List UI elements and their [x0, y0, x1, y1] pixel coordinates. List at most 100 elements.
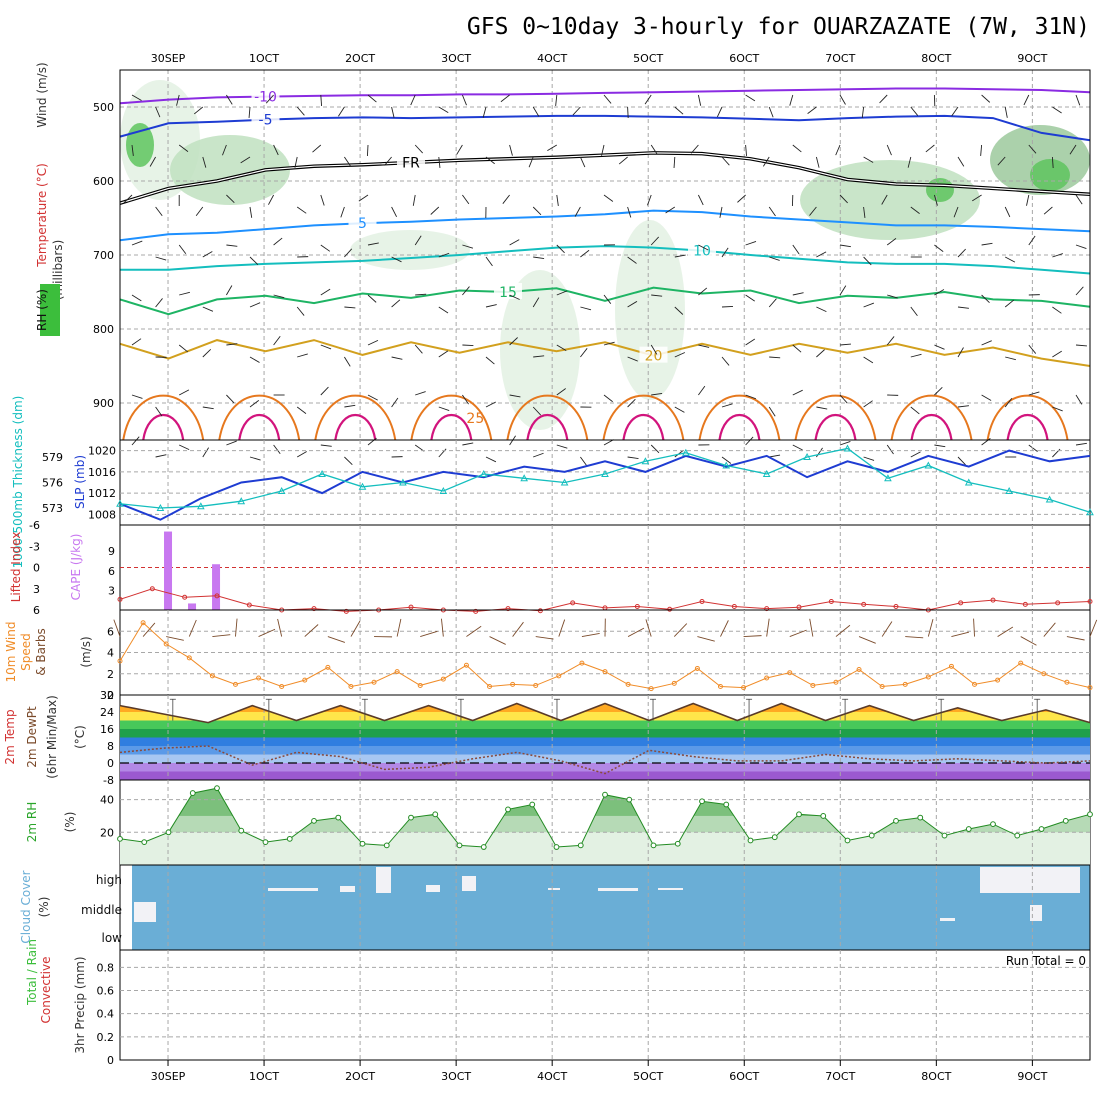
wind-barb — [367, 339, 379, 346]
rh-shading — [926, 178, 954, 202]
wind-barb — [320, 344, 332, 350]
isotherm-25-lobe — [794, 394, 877, 441]
wind-barb — [957, 248, 966, 258]
wind-barb — [792, 292, 804, 296]
pressure-tick: 700 — [93, 249, 114, 262]
wind-barb — [721, 356, 730, 366]
ylabel-line: Convective — [39, 957, 53, 1024]
lifted-index-marker — [246, 602, 252, 608]
wind-barb — [131, 338, 142, 346]
wind-barb — [863, 302, 875, 308]
isotherm-label-bg — [397, 153, 425, 170]
wind-barb — [1052, 350, 1062, 358]
wind-barb — [981, 294, 990, 303]
wind-barb — [294, 156, 298, 168]
precip-panel-frame — [119, 949, 1091, 1061]
surface-wind-barb — [258, 628, 276, 637]
wind-barb — [839, 394, 848, 404]
isotherm-freezing-inner — [119, 152, 1091, 204]
thickness-marker — [884, 474, 892, 482]
rh-marker — [796, 811, 802, 818]
x-day-label-bottom: 8OCT — [921, 1070, 951, 1083]
wind-barb — [644, 94, 652, 105]
panel-ylabel: 10m Wind Speed & Barbs — [4, 622, 48, 683]
isotherm-30-lobe — [1006, 413, 1049, 441]
wind-barb — [721, 456, 732, 464]
rh-marker — [189, 790, 196, 796]
surface-wind-barb — [441, 618, 444, 637]
x-day-label-top: 30SEP — [151, 52, 186, 65]
wind-barb — [222, 144, 227, 156]
wind-speed-marker — [1087, 685, 1093, 691]
wind-barb — [698, 287, 708, 296]
surface-wind-barb — [581, 632, 600, 638]
rh-marker — [577, 842, 584, 849]
wind-tick: 0 — [107, 689, 114, 702]
wind-barb — [320, 244, 331, 252]
rh-marker — [844, 837, 851, 844]
wind-barb — [674, 406, 685, 413]
wind-tick: 6 — [107, 625, 114, 638]
wind-barb — [438, 252, 450, 258]
wind-speed-marker — [879, 684, 885, 689]
rh-shading — [126, 123, 154, 167]
wind-barb — [1004, 206, 1011, 218]
wind-barb — [1043, 206, 1053, 215]
wind-barb — [391, 256, 402, 263]
wind-barb — [438, 156, 441, 168]
thickness-marker — [1086, 508, 1094, 516]
rh-marker — [311, 817, 317, 824]
surface-wind-barb — [858, 636, 876, 644]
rh-marker — [286, 835, 293, 842]
temp-color-band — [120, 771, 1090, 780]
temp-color-band — [120, 737, 1090, 746]
wind-barb — [226, 285, 233, 296]
isotherm-25-lobe — [890, 394, 973, 441]
wind-barb — [297, 353, 308, 358]
wind-barb — [296, 451, 307, 458]
x-day-label-top: 2OCT — [345, 52, 375, 65]
cloud-level-label: middle — [81, 903, 122, 917]
rh-shading — [350, 230, 470, 270]
wind-barb — [1075, 394, 1083, 405]
wind-barb — [647, 194, 652, 206]
wind-barb — [863, 206, 866, 218]
wind-barb — [627, 398, 636, 408]
wind-barb — [1075, 194, 1083, 205]
cloud-patch — [268, 888, 318, 891]
wind-barb — [934, 344, 945, 350]
wind-barb — [745, 240, 757, 246]
isotherm-label: -10 — [254, 90, 277, 106]
ylabel-line: Cloud Cover — [19, 870, 33, 943]
wind-barb — [910, 206, 920, 214]
wind-barb — [485, 356, 495, 365]
wind-speed-marker — [995, 677, 1001, 683]
rh-marker — [1038, 826, 1045, 832]
cloud-patch — [940, 918, 955, 921]
wind-barb — [438, 448, 447, 458]
panel-ylabel: Lifted Index — [9, 532, 23, 603]
rh-legend-swatch — [40, 284, 60, 336]
surface-wind-barb — [489, 636, 506, 645]
surface-wind-barb — [973, 618, 975, 637]
ylabel-line: Lifted Index — [9, 532, 23, 603]
wind-barb — [674, 306, 684, 315]
wind-barb — [839, 194, 848, 204]
isotherm-25-lobe — [602, 394, 685, 441]
isotherm-25-lobe — [122, 394, 205, 441]
surface-wind-barb — [720, 620, 729, 637]
lifted-index-marker — [343, 608, 349, 614]
wind-speed-marker — [348, 684, 354, 689]
wind-barb — [485, 401, 497, 408]
wind-barb — [414, 144, 424, 154]
precip-tick: 0.4 — [97, 1008, 115, 1021]
wind-barb — [273, 335, 281, 346]
wind-barb — [344, 306, 356, 309]
wind-barb — [320, 94, 323, 107]
wind-barb — [296, 106, 305, 116]
wind-barb — [572, 106, 581, 116]
rh-marker — [626, 796, 633, 803]
wind-barb — [131, 240, 143, 246]
surface-wind-barb — [1020, 636, 1037, 646]
wind-barb — [340, 206, 345, 218]
